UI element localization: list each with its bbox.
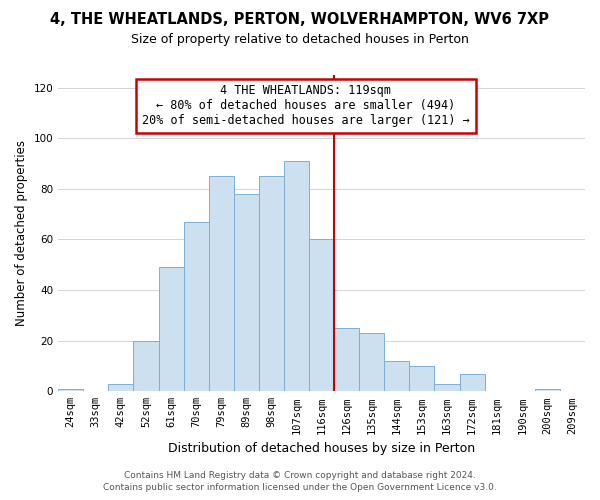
Bar	[385, 361, 409, 392]
Bar	[409, 366, 434, 392]
Bar	[259, 176, 284, 392]
Bar	[209, 176, 234, 392]
Bar	[158, 268, 184, 392]
Bar	[535, 389, 560, 392]
Bar	[434, 384, 460, 392]
Text: 4 THE WHEATLANDS: 119sqm
← 80% of detached houses are smaller (494)
20% of semi-: 4 THE WHEATLANDS: 119sqm ← 80% of detach…	[142, 84, 470, 128]
Bar	[334, 328, 359, 392]
Bar	[109, 384, 133, 392]
Bar	[284, 161, 309, 392]
Bar	[184, 222, 209, 392]
Bar	[460, 374, 485, 392]
Text: Contains HM Land Registry data © Crown copyright and database right 2024.
Contai: Contains HM Land Registry data © Crown c…	[103, 471, 497, 492]
Text: Size of property relative to detached houses in Perton: Size of property relative to detached ho…	[131, 32, 469, 46]
Bar	[58, 389, 83, 392]
Bar	[133, 340, 158, 392]
Bar	[309, 240, 334, 392]
Bar	[234, 194, 259, 392]
Bar	[359, 333, 385, 392]
Y-axis label: Number of detached properties: Number of detached properties	[15, 140, 28, 326]
Text: 4, THE WHEATLANDS, PERTON, WOLVERHAMPTON, WV6 7XP: 4, THE WHEATLANDS, PERTON, WOLVERHAMPTON…	[50, 12, 550, 28]
X-axis label: Distribution of detached houses by size in Perton: Distribution of detached houses by size …	[168, 442, 475, 455]
